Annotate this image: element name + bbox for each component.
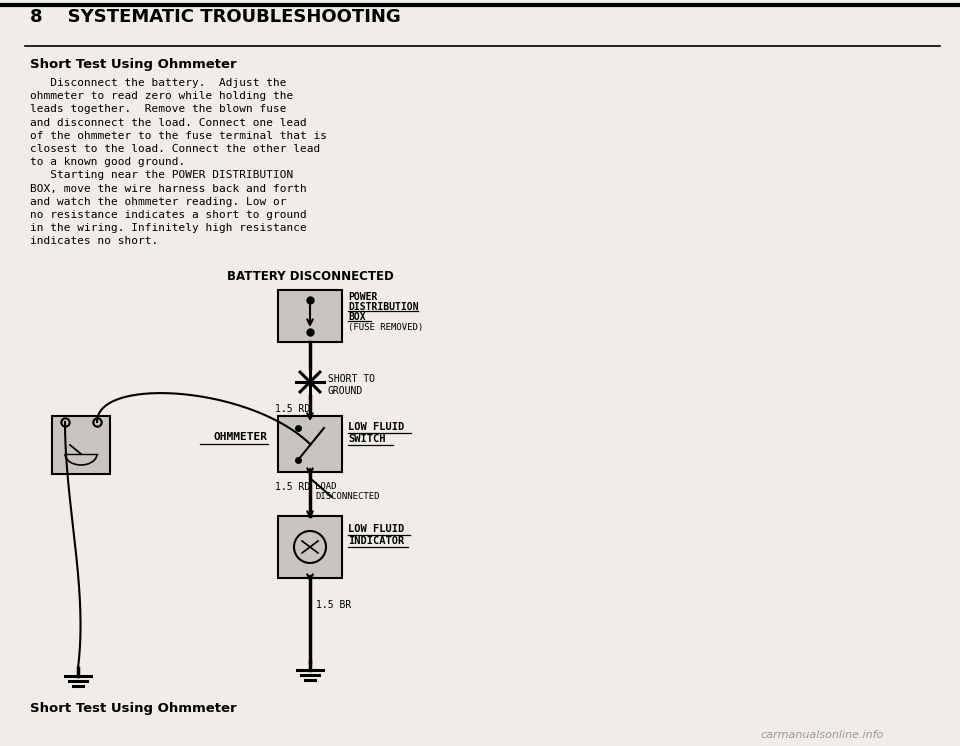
Text: closest to the load. Connect the other lead: closest to the load. Connect the other l… [30,144,321,154]
Text: 8    SYSTEMATIC TROUBLESHOOTING: 8 SYSTEMATIC TROUBLESHOOTING [30,8,400,26]
Text: Disconnect the battery.  Adjust the: Disconnect the battery. Adjust the [30,78,286,88]
Text: to a known good ground.: to a known good ground. [30,157,185,167]
Text: LOW FLUID: LOW FLUID [348,422,404,432]
Text: OHMMETER: OHMMETER [214,432,268,442]
Text: and watch the ohmmeter reading. Low or: and watch the ohmmeter reading. Low or [30,197,286,207]
Text: indicates no short.: indicates no short. [30,236,158,246]
Text: ohmmeter to read zero while holding the: ohmmeter to read zero while holding the [30,91,293,101]
Text: Starting near the POWER DISTRIBUTION: Starting near the POWER DISTRIBUTION [30,170,293,181]
Text: DISCONNECTED: DISCONNECTED [315,492,379,501]
Text: no resistance indicates a short to ground: no resistance indicates a short to groun… [30,210,307,220]
Text: SHORT TO: SHORT TO [328,374,375,384]
Text: GROUND: GROUND [328,386,363,396]
Text: 1.5 RD: 1.5 RD [275,482,310,492]
Text: Short Test Using Ohmmeter: Short Test Using Ohmmeter [30,702,236,715]
Text: of the ohmmeter to the fuse terminal that is: of the ohmmeter to the fuse terminal tha… [30,131,327,141]
Bar [278,290,342,342]
Bar [278,416,342,472]
Bar [278,516,342,578]
Text: DISTRIBUTION: DISTRIBUTION [348,302,419,312]
Text: leads together.  Remove the blown fuse: leads together. Remove the blown fuse [30,104,286,114]
Text: 1.5 RD: 1.5 RD [275,404,310,414]
Text: BATTERY DISCONNECTED: BATTERY DISCONNECTED [227,270,394,283]
Text: LOW FLUID: LOW FLUID [348,524,404,534]
Text: BOX: BOX [348,312,366,322]
Text: and disconnect the load. Connect one lead: and disconnect the load. Connect one lea… [30,118,307,128]
Text: SWITCH: SWITCH [348,434,386,444]
Text: POWER: POWER [348,292,377,302]
Text: carmanualsonline.info: carmanualsonline.info [760,730,883,740]
Text: (FUSE REMOVED): (FUSE REMOVED) [348,323,423,332]
Text: Short Test Using Ohmmeter: Short Test Using Ohmmeter [30,58,236,71]
Text: INDICATOR: INDICATOR [348,536,404,546]
Text: LOAD: LOAD [315,482,337,491]
Bar [52,416,110,474]
Text: in the wiring. Infinitely high resistance: in the wiring. Infinitely high resistanc… [30,223,307,233]
Text: BOX, move the wire harness back and forth: BOX, move the wire harness back and fort… [30,184,307,194]
Text: 1.5 BR: 1.5 BR [316,600,351,610]
